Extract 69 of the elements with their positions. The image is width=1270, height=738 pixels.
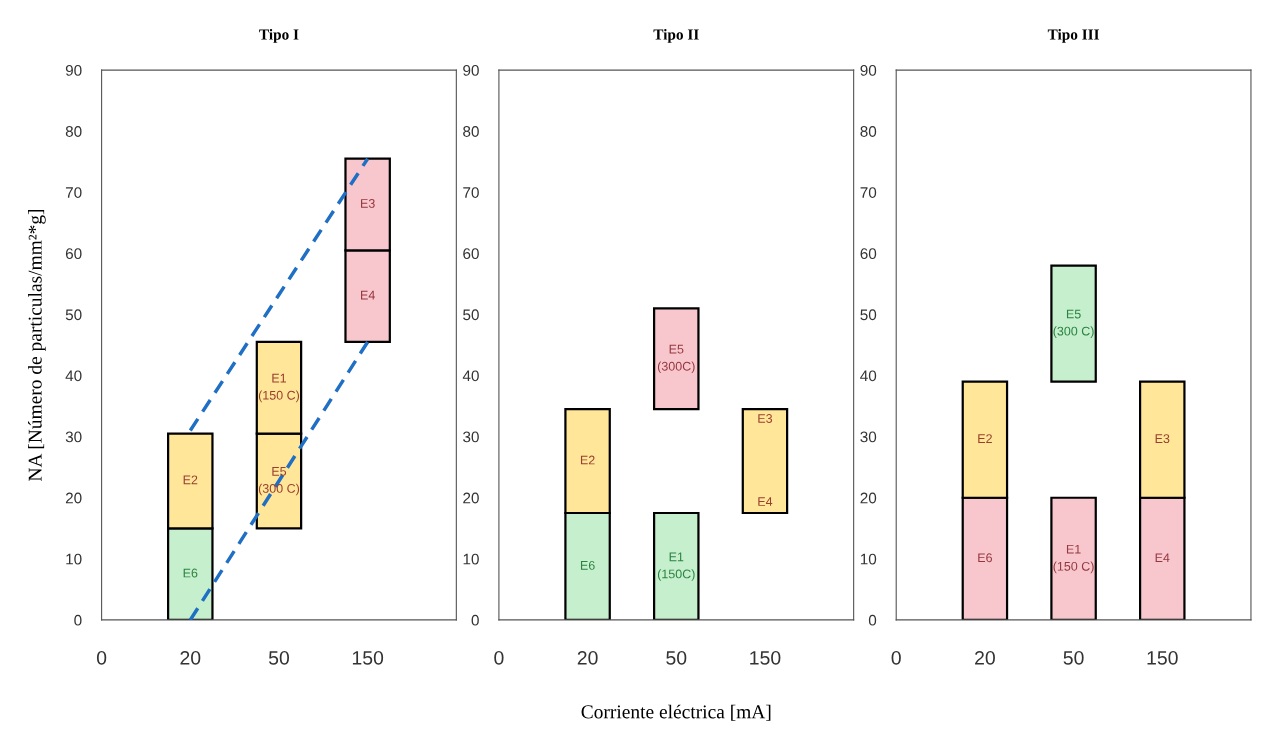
data-label: E4 — [361, 290, 375, 300]
data-label: E1 (150C) — [657, 552, 695, 581]
data-label: E3 — [1155, 434, 1170, 444]
y-tick-label: 90 — [65, 64, 82, 76]
data-label: E2 — [580, 455, 595, 465]
x-tick-label: 0 — [494, 650, 504, 665]
x-tick-label: 0 — [96, 650, 107, 665]
data-label: E3 — [361, 199, 375, 208]
data-label: E6 — [978, 553, 992, 563]
x-tick-label: 20 — [975, 650, 995, 665]
y-tick-label: 20 — [860, 492, 877, 504]
y-tick-label: 30 — [860, 431, 877, 443]
text: E3 — [758, 414, 773, 423]
y-tick-label: 60 — [463, 248, 479, 260]
chart-title: Tipo I — [259, 28, 299, 43]
y-tick-label: 50 — [65, 309, 82, 321]
data-label: E4 — [1155, 553, 1170, 563]
y-tick-label: 80 — [860, 126, 877, 137]
y-tick-label: 60 — [860, 248, 877, 260]
data-label: E2 — [183, 475, 198, 485]
data-label: E1 (150 C) — [1053, 544, 1094, 574]
y-tick-label: 40 — [65, 370, 82, 382]
y-tick-label: 70 — [860, 187, 877, 198]
y-tick-label: 10 — [860, 553, 877, 565]
data-label: E5 (300 C) — [258, 467, 300, 496]
y-tick-label: 70 — [65, 187, 82, 198]
bar — [652, 511, 700, 620]
x-tick-label: 150 — [1147, 650, 1178, 665]
y-tick-label: 0 — [471, 614, 479, 626]
y-tick-label: 70 — [463, 187, 479, 198]
x-tick-label: 20 — [577, 650, 598, 665]
data-label: E5 (300C) — [657, 344, 695, 374]
y-tick-label: 80 — [65, 126, 82, 137]
x-tick-label: 50 — [268, 650, 290, 665]
y-tick-label: 40 — [860, 370, 877, 382]
y-tick-label: 30 — [65, 431, 82, 443]
y-tick-label: 0 — [868, 614, 877, 626]
x-tick-label: 150 — [750, 650, 781, 665]
y-tick-label: 60 — [65, 248, 82, 260]
y-tick-label: 10 — [66, 553, 82, 565]
y-tick-label: 30 — [463, 431, 479, 443]
x-tick-label: 0 — [891, 650, 901, 665]
y-tick-label: 50 — [463, 309, 479, 321]
y-axis-title: NA [Número de particulas/mm²*g] — [28, 209, 46, 482]
data-label: E1 (150 C) — [258, 373, 300, 403]
y-tick-label: 80 — [463, 126, 479, 137]
y-tick-label: 90 — [860, 64, 877, 76]
data-label: E2 — [978, 434, 992, 443]
bar — [652, 307, 700, 411]
y-tick-label: 20 — [65, 492, 82, 504]
x-tick-label: 50 — [666, 650, 687, 665]
y-tick-label: 10 — [463, 553, 479, 565]
text: E4 — [758, 497, 773, 506]
x-axis-title: Corriente eléctrica [mA] — [581, 704, 771, 721]
x-tick-label: 150 — [352, 650, 384, 665]
x-tick-label: 20 — [180, 650, 201, 665]
y-tick-label: 90 — [463, 64, 479, 76]
chart-title: Tipo II — [653, 28, 699, 43]
y-tick-label: 0 — [74, 614, 82, 626]
data-label: E6 — [580, 560, 595, 570]
data-label: E6 — [183, 568, 198, 578]
data-label: E5 (300 C) — [1053, 309, 1094, 338]
y-tick-label: 40 — [462, 370, 479, 382]
x-tick-label: 50 — [1063, 650, 1084, 665]
bar — [1050, 264, 1097, 383]
y-tick-label: 20 — [463, 492, 479, 504]
bar — [1050, 496, 1097, 620]
chart-title: Tipo III — [1047, 28, 1100, 43]
y-tick-label: 50 — [860, 309, 877, 321]
